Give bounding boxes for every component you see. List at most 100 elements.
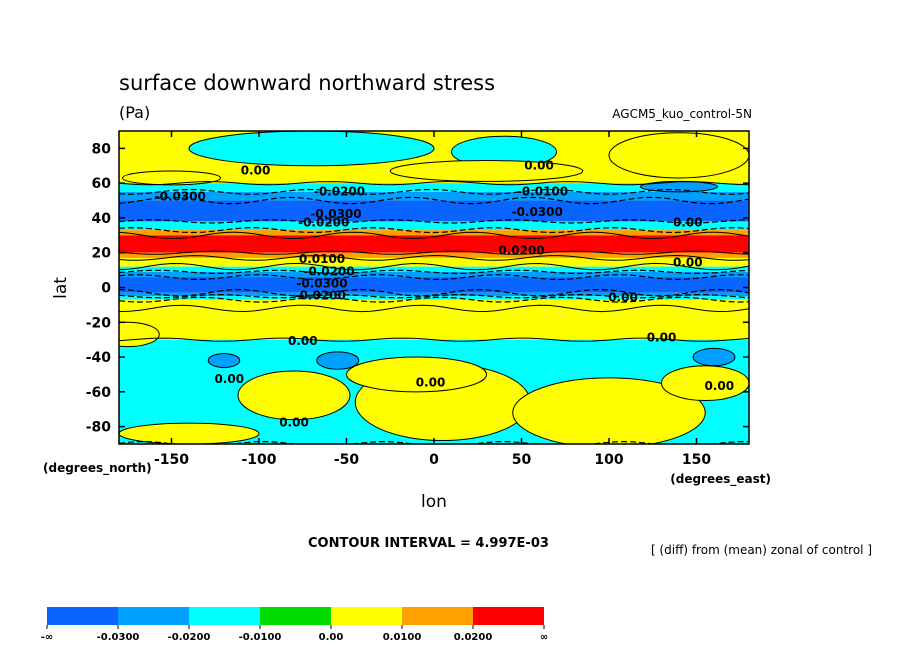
contour-line-2: [119, 196, 749, 205]
contour-label-16: 0.00: [288, 334, 318, 348]
contour-line-16: [119, 440, 749, 444]
colorbar-swatch-5: [402, 607, 473, 625]
contour-line-9: [119, 269, 749, 275]
x-tick-label-5: 100: [594, 452, 623, 468]
x-tick-label-3: 0: [429, 452, 439, 468]
lat-band-3: [119, 200, 749, 222]
lat-band-14: [119, 299, 749, 309]
lat-band-9: [119, 266, 749, 272]
contour-lines: [119, 181, 749, 444]
lat-band-4: [119, 221, 749, 231]
colorbar-label-7: ∞: [540, 632, 548, 643]
field-patch-11: [119, 422, 260, 444]
x-tick-label-2: -50: [334, 452, 360, 468]
contour-label-19: 0.00: [416, 376, 446, 390]
field-patch-4: [122, 170, 221, 186]
contour-label-13: -0.0300: [296, 277, 347, 291]
x-axis-note: (degrees_east): [670, 472, 771, 487]
field-patch-6: [237, 370, 351, 421]
contour-line-14: [119, 304, 749, 313]
colorbar-label-5: 0.0100: [383, 632, 422, 643]
contour-line-3: [119, 219, 749, 224]
chart-title: surface downward northward stress: [119, 71, 495, 95]
y-tick-label-1: 60: [92, 176, 112, 192]
x-tick-label-1: -100: [241, 452, 276, 468]
contour-label-1: 0.00: [524, 158, 554, 172]
y-tick-label-2: 40: [92, 211, 112, 227]
contour-label-0: 0.00: [241, 163, 271, 177]
contour-label-10: 0.0100: [299, 252, 345, 266]
y-tick-label-7: -60: [86, 385, 112, 401]
x-tick-label-4: 50: [512, 452, 532, 468]
contour-label-21: 0.00: [279, 416, 309, 430]
contour-label-14: -0.0200: [295, 289, 346, 303]
field-patch-14: [207, 353, 241, 368]
lat-band-8: [119, 257, 749, 267]
y-tick-label-3: 20: [92, 246, 112, 262]
field-patch-10: [661, 365, 749, 402]
x-tick-label-6: 150: [682, 452, 711, 468]
colorbar-label-1: -0.0300: [97, 632, 140, 643]
field-patch-0: [188, 131, 435, 167]
contour-line-8: [119, 262, 749, 271]
contour-label-12: -0.0200: [303, 264, 354, 278]
contour-labels: 0.00 0.00-0.0300 -0.0200 -0.0100-0.0300-0.0…: [155, 158, 734, 429]
contour-label-7: -0.0200: [298, 216, 349, 230]
colorbar-swatch-3: [260, 607, 331, 625]
lat-band-1: [119, 183, 749, 192]
contour-label-11: 0.00: [673, 256, 703, 270]
contour-line-4: [119, 227, 749, 234]
colorbar-label-0: -∞: [41, 632, 53, 643]
contour-line-5: [119, 231, 749, 240]
contour-line-7: [119, 254, 749, 261]
contour-line-6: [119, 250, 749, 255]
y-ticks: 80 60 40 20 0 -20 -40 -60 -80: [86, 141, 749, 436]
x-tick-label-0: -150: [154, 452, 189, 468]
x-ticks: -150 -100 -50 0 50 100 150: [154, 131, 711, 468]
lat-band-6: [119, 235, 749, 253]
field-patch-5: [119, 321, 160, 348]
lat-band-10: [119, 271, 749, 278]
colorbar-label-3: -0.0100: [239, 632, 282, 643]
colorbar: -∞ -0.0300 -0.0200 -0.0100 0.00 0.0100 0.0200 ∞: [41, 607, 548, 643]
field-patch-9: [512, 377, 706, 444]
field-patches: [119, 131, 749, 444]
contour-line-15: [119, 337, 749, 342]
dataset-label: AGCM5_kuo_control-5N: [612, 107, 752, 121]
lat-band-2: [119, 191, 749, 201]
field-patch-12: [316, 351, 360, 370]
plot-description: [ (diff) from (mean) zonal of control ]: [651, 543, 872, 557]
colorbar-swatch-4: [331, 607, 402, 625]
contour-label-17: 0.00: [647, 330, 677, 344]
chart-units: (Pa): [119, 103, 150, 122]
contour-label-9: 0.0200: [498, 243, 544, 257]
colorbar-swatch-2: [189, 607, 260, 625]
contour-label-8: 0.00: [673, 216, 703, 230]
colorbar-swatch-0: [47, 607, 118, 625]
contour-line-1: [119, 188, 749, 195]
y-tick-label-5: -20: [86, 315, 112, 331]
field-patch-2: [608, 132, 749, 179]
colorbar-label-6: 0.0200: [454, 632, 493, 643]
lat-band-15: [119, 308, 749, 340]
lat-band-11: [119, 277, 749, 293]
contour-label-20: 0.00: [704, 379, 734, 393]
y-tick-label-6: -40: [86, 350, 112, 366]
colorbar-label-4: 0.00: [319, 632, 344, 643]
contour-label-3: -0.0200: [314, 184, 365, 198]
field-patch-8: [346, 356, 487, 393]
colorbar-swatch-6: [473, 607, 544, 625]
contour-line-13: [119, 296, 749, 303]
y-tick-label-0: 80: [92, 141, 112, 157]
contour-label-4: -0.0100: [517, 184, 568, 198]
field-patch-3: [389, 160, 584, 182]
colorbar-label-2: -0.0200: [168, 632, 211, 643]
contour-label-15: 0.00: [608, 290, 638, 304]
contour-line-10: [119, 274, 749, 281]
plot-area: [119, 131, 749, 444]
contour-label-18: 0.00: [214, 372, 244, 386]
contour-line-12: [119, 293, 749, 299]
y-tick-label-4: 0: [101, 281, 111, 297]
field-patch-13: [692, 347, 736, 367]
